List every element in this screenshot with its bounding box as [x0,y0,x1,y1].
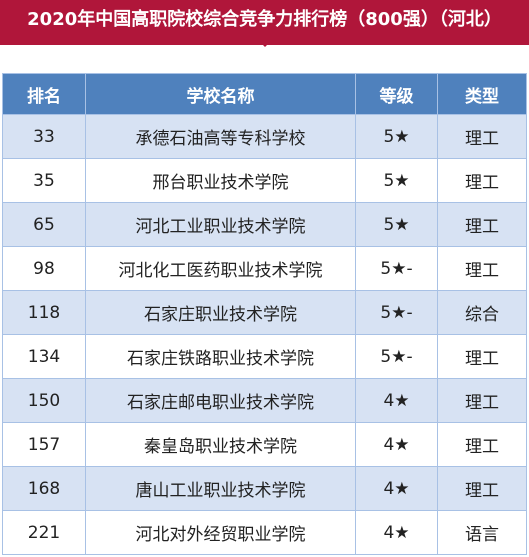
grade-cell: 5★ [355,158,438,203]
school-name-cell: 石家庄邮电职业技术学院 [85,378,356,423]
rank-cell: 118 [2,290,86,335]
table-body: 33 承德石油高等专科学校 5★ 理工 35 邢台职业技术学院 5★ 理工 65 河北工业职业技术… [2,114,527,555]
table-row: 35 邢台职业技术学院 5★ 理工 [2,158,527,203]
ranking-table: 排名 学校名称 等级 类型 33 承德石油高等专科学校 5★ 理工 35 邢台职业技术学院… [2,73,527,555]
type-cell: 综合 [437,290,527,335]
grade-cell: 5★- [355,246,438,291]
school-name-cell: 河北工业职业技术学院 [85,202,356,247]
table-header-row: 排名 学校名称 等级 类型 [2,73,527,115]
grade-cell: 4★ [355,510,438,555]
type-cell: 理工 [437,466,527,511]
header-grade: 等级 [355,73,438,115]
type-cell: 理工 [437,378,527,423]
type-cell: 语言 [437,510,527,555]
school-name-cell: 唐山工业职业技术学院 [85,466,356,511]
page-title: 2020年中国高职院校综合竞争力排行榜（800强）（河北） [27,9,502,30]
rank-cell: 98 [2,246,86,291]
school-name-cell: 承德石油高等专科学校 [85,114,356,159]
table-row: 98 河北化工医药职业技术学院 5★- 理工 [2,246,527,291]
type-cell: 理工 [437,334,527,379]
rank-cell: 134 [2,334,86,379]
banner-notch [258,40,272,47]
grade-cell: 5★- [355,290,438,335]
header-rank: 排名 [2,73,86,115]
rank-cell: 221 [2,510,86,555]
type-cell: 理工 [437,202,527,247]
table-row: 157 秦皇岛职业技术学院 4★ 理工 [2,422,527,467]
grade-cell: 4★ [355,378,438,423]
grade-cell: 4★ [355,422,438,467]
grade-cell: 5★- [355,334,438,379]
rank-cell: 65 [2,202,86,247]
type-cell: 理工 [437,422,527,467]
school-name-cell: 石家庄铁路职业技术学院 [85,334,356,379]
table-row: 65 河北工业职业技术学院 5★ 理工 [2,202,527,247]
table-row: 168 唐山工业职业技术学院 4★ 理工 [2,466,527,511]
grade-cell: 4★ [355,466,438,511]
title-banner: 2020年中国高职院校综合竞争力排行榜（800强）（河北） [0,0,529,45]
rank-cell: 168 [2,466,86,511]
school-name-cell: 河北对外经贸职业学院 [85,510,356,555]
type-cell: 理工 [437,246,527,291]
table-row: 33 承德石油高等专科学校 5★ 理工 [2,114,527,159]
table-row: 221 河北对外经贸职业学院 4★ 语言 [2,510,527,555]
header-type: 类型 [437,73,527,115]
school-name-cell: 秦皇岛职业技术学院 [85,422,356,467]
school-name-cell: 河北化工医药职业技术学院 [85,246,356,291]
rank-cell: 35 [2,158,86,203]
grade-cell: 5★ [355,114,438,159]
header-school-name: 学校名称 [85,73,356,115]
type-cell: 理工 [437,114,527,159]
rank-cell: 157 [2,422,86,467]
table-row: 150 石家庄邮电职业技术学院 4★ 理工 [2,378,527,423]
type-cell: 理工 [437,158,527,203]
school-name-cell: 石家庄职业技术学院 [85,290,356,335]
grade-cell: 5★ [355,202,438,247]
table-row: 118 石家庄职业技术学院 5★- 综合 [2,290,527,335]
rank-cell: 33 [2,114,86,159]
table-row: 134 石家庄铁路职业技术学院 5★- 理工 [2,334,527,379]
rank-cell: 150 [2,378,86,423]
school-name-cell: 邢台职业技术学院 [85,158,356,203]
